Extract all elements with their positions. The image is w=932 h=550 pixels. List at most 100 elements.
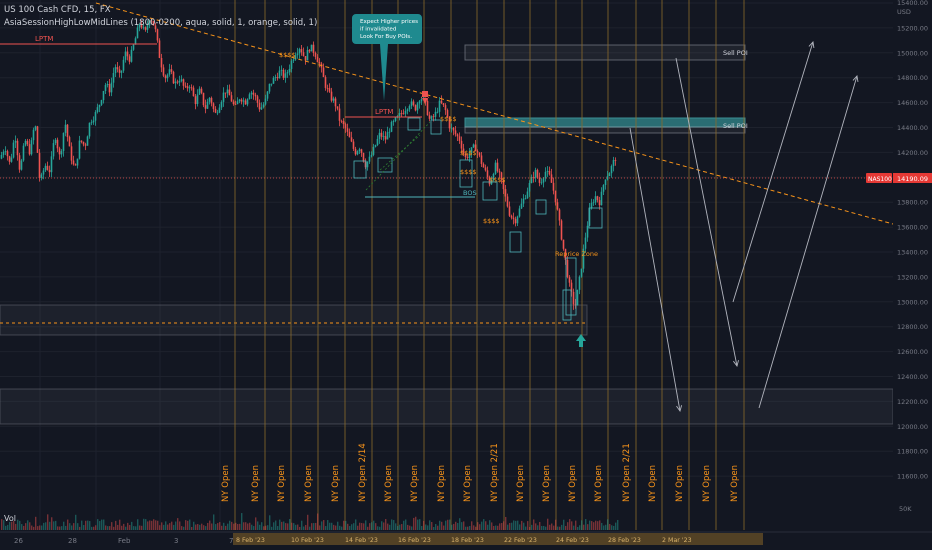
reprice-zone-label: Reprice Zone	[555, 250, 598, 258]
volume-bar	[465, 526, 467, 530]
time-axis[interactable]: 26 28 Feb 3 7 8 Feb '23 10 Feb '23 14 Feb '23 16…	[0, 531, 932, 550]
symbol-title[interactable]: US 100 Cash CFD, 15, FX	[4, 5, 111, 15]
volume-bar	[101, 519, 103, 530]
volume-bar	[617, 519, 619, 530]
volume-bar	[553, 525, 555, 530]
candle-body	[580, 268, 583, 277]
volume-bar	[39, 525, 41, 530]
sell-poi-label-2: Sell POI	[723, 122, 748, 130]
candle-body	[202, 92, 205, 106]
candle-body	[116, 67, 119, 70]
projection-arrow-4-head	[852, 75, 859, 82]
demand-zone-box	[0, 304, 588, 336]
candle-body	[228, 89, 231, 96]
volume-bar	[233, 523, 235, 530]
volume-bar	[325, 526, 327, 530]
volume-bar	[363, 523, 365, 530]
volume-bar	[515, 520, 517, 530]
candle-body	[218, 107, 221, 113]
volume-bar	[573, 525, 575, 530]
candle-body	[60, 151, 63, 155]
volume-bar	[361, 523, 363, 530]
volume-bar	[97, 519, 99, 530]
volume-bar	[299, 526, 301, 530]
candle-body	[300, 49, 303, 53]
volume-bar	[183, 526, 185, 530]
volume-bar	[9, 521, 11, 530]
volume-bar	[605, 524, 607, 530]
volume-bar	[547, 518, 549, 530]
candle-body	[182, 79, 185, 86]
volume-bar	[109, 526, 111, 530]
volume-bar	[21, 524, 23, 530]
candle-body	[146, 25, 149, 30]
volume-bar	[169, 523, 171, 530]
volume-bar	[323, 520, 325, 530]
volume-bar	[23, 525, 25, 530]
volume-bar	[423, 520, 425, 530]
last-price-label: 14190.09	[897, 175, 928, 183]
volume-bar	[93, 526, 95, 530]
projection-arrow-3-head	[808, 41, 815, 48]
volume-bar	[393, 520, 395, 530]
ssss-label: $$$$	[460, 168, 477, 176]
candle-body	[136, 27, 139, 39]
candle-body	[244, 100, 247, 105]
candle-body	[612, 160, 615, 167]
volume-bar	[17, 519, 19, 530]
volume-bar	[187, 520, 189, 530]
candle-body	[394, 117, 397, 122]
candle-body	[188, 87, 191, 89]
candle-body	[364, 161, 367, 168]
candle-body	[452, 127, 455, 131]
volume-bar	[431, 522, 433, 530]
volume-bar	[409, 525, 411, 530]
volume-bar	[543, 525, 545, 530]
candle-body	[438, 100, 441, 112]
candle-body	[356, 151, 359, 155]
candle-body	[134, 38, 137, 45]
volume-bar	[551, 523, 553, 530]
ny-open-label: NY Open 2/21	[490, 443, 500, 502]
volume-bar	[285, 523, 287, 530]
candle-body	[382, 136, 385, 138]
volume-bar	[287, 523, 289, 530]
volume-bar	[305, 524, 307, 530]
volume-bar	[535, 523, 537, 530]
candle-body	[324, 77, 327, 88]
volume-bar	[513, 520, 515, 530]
indicator-title[interactable]: AsiaSessionHighLowMidLines (1800-0200, a…	[4, 18, 318, 28]
candle-body	[530, 176, 533, 184]
volume-bar	[479, 524, 481, 530]
ny-open-label: NY Open 2/14	[358, 443, 368, 502]
candle-body	[598, 200, 601, 206]
volume-bar	[275, 520, 277, 530]
volume-bar	[429, 520, 431, 530]
candle-body	[404, 110, 407, 114]
candle-body	[34, 126, 37, 130]
volume-bar	[301, 520, 303, 530]
volume-bar	[91, 526, 93, 530]
candle-body	[524, 198, 527, 200]
volume-bar	[427, 525, 429, 530]
candle-body	[254, 94, 257, 97]
candle-body	[40, 174, 43, 178]
price-tick-label: 14200.00	[897, 149, 928, 157]
candle-body	[294, 55, 297, 60]
volume-bar	[257, 521, 259, 530]
volume-bar	[309, 526, 311, 530]
volume-bar	[15, 523, 17, 530]
candle-body	[544, 171, 547, 179]
candle-body	[240, 99, 243, 102]
ny-open-label: NY Open	[384, 465, 394, 502]
candle-body	[98, 104, 101, 108]
candle-body	[252, 92, 255, 95]
order-block-box	[588, 207, 603, 229]
candle-body	[214, 108, 217, 113]
candle-body	[474, 144, 477, 152]
candle-body	[386, 132, 389, 140]
